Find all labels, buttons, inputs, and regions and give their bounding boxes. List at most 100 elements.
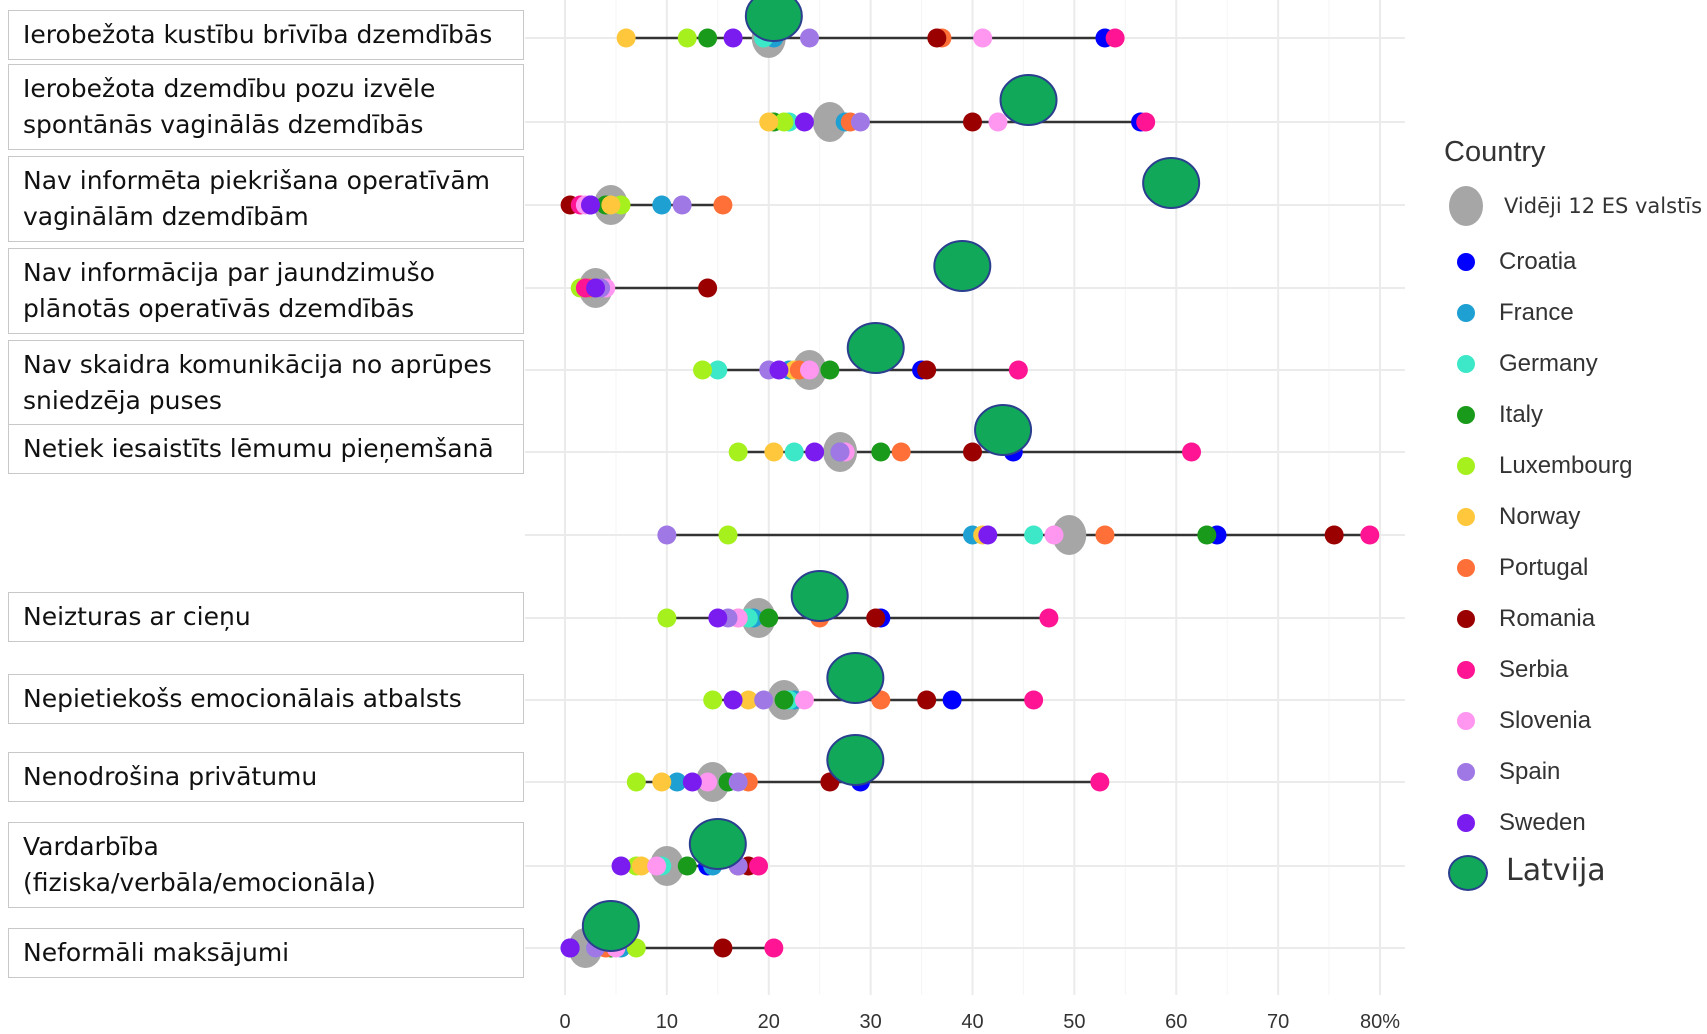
point-latvija [744,0,803,42]
point-romania [963,112,982,132]
point-luxembourg [703,690,723,710]
point-luxembourg [728,442,748,462]
point-latvija [826,652,885,704]
legend-label: Vidēji 12 ES valstīs [1504,194,1703,218]
point-slovenia [794,690,814,710]
point-sweden [769,360,789,380]
point-portugal [713,195,733,215]
point-spain [800,28,819,48]
point-italy [1197,525,1217,545]
legend-swatch [1457,253,1475,271]
legend-swatch [1448,855,1488,891]
point-slovenia [973,28,993,48]
row-label-insufficient-support: Nepietiekošs emocionālais atbalsts [8,674,524,724]
row-label-no-newborn-info: Nav informācija par jaundzimušo plānotās… [8,248,524,334]
legend-label: Portugal [1499,554,1589,581]
point-sweden [805,442,825,462]
point-latvija [1142,157,1201,209]
point-italy [820,360,840,380]
point-serbia [1090,772,1110,792]
point-slovenia [988,112,1008,132]
point-romania [963,442,982,462]
legend-item-serbia: Serbia [1444,650,1707,690]
point-sweden [978,525,998,545]
x-tick-label: 20 [758,1011,780,1033]
point-spain [728,772,748,792]
point-latvija [790,570,849,622]
x-tick-label: 80% [1360,1011,1400,1033]
point-latvija [846,322,905,374]
row-label-disrespect: Neizturas ar cieņu [8,592,524,642]
x-tick-label: 50 [1063,1011,1085,1033]
point-spain [672,195,692,215]
point-romania [917,360,937,380]
legend-label: Germany [1499,350,1598,377]
point-romania [1324,525,1344,545]
point-serbia [749,856,769,876]
point-norway [601,195,621,215]
point-romania [866,608,886,628]
point-norway [764,442,784,462]
legend-title: Country [1444,136,1546,168]
legend-item-germany: Germany [1444,344,1707,384]
legend-swatch [1457,559,1475,577]
point-spain [657,525,677,545]
point-sweden [560,938,580,958]
row-label-no-privacy: Nenodrošina privātumu [8,752,524,802]
legend-item-norway: Norway [1444,497,1707,537]
legend-swatch [1457,814,1475,832]
point-serbia [1105,28,1125,48]
legend-swatch [1449,186,1483,226]
x-tick-label: 40 [961,1011,983,1033]
legend-label: Sweden [1499,809,1586,836]
point-norway [631,856,651,876]
legend-swatch [1457,712,1475,730]
point-romania [698,278,718,298]
x-tick-label: 60 [1165,1011,1187,1033]
x-tick-label: 0 [559,1011,570,1033]
point-luxembourg [774,112,794,132]
row-label-unclear-communication: Nav skaidra komunikācija no aprūpes snie… [8,340,524,426]
row-label-informal-payments: Neformāli maksājumi [8,928,524,978]
legend-item-luxembourg: Luxembourg [1444,446,1707,486]
legend-swatch [1457,661,1475,679]
point-serbia [1182,442,1202,462]
point-germany [784,442,804,462]
legend-item-latvija: Latvija [1444,851,1707,891]
x-tick-label: 30 [860,1011,882,1033]
legend-item-sweden: Sweden [1444,803,1707,843]
point-luxembourg [626,772,646,792]
point-romania [917,690,937,710]
legend-item-france: France [1444,293,1707,333]
point-germany [708,360,728,380]
point-france [667,772,687,792]
legend-label: Romania [1499,605,1596,632]
x-tick-label: 70 [1267,1011,1289,1033]
point-sweden [580,195,600,215]
point-slovenia [800,360,819,380]
point-luxembourg [657,608,677,628]
legend-label: France [1499,299,1574,326]
point-sweden [723,28,743,48]
point-luxembourg [718,525,738,545]
row-label-restricted-position: Ierobežota dzemdību pozu izvēle spontānā… [8,64,524,150]
legend-item-slovenia: Slovenia [1444,701,1707,741]
point-slovenia [647,856,667,876]
point-serbia [764,938,784,958]
point-latvija [688,818,747,870]
row-label-restricted-movement: Ierobežota kustību brīvība dzemdībās [8,10,524,60]
point-serbia [1136,112,1156,132]
point-latvija [974,404,1033,456]
point-luxembourg [693,360,713,380]
point-norway [738,690,758,710]
point-serbia [1360,525,1380,545]
average-point [1052,515,1087,555]
point-serbia [1024,690,1044,710]
legend-item-croatia: Croatia [1444,242,1707,282]
point-latvija [581,900,640,952]
point-luxembourg [677,28,697,48]
legend-item-italy: Italy [1444,395,1707,435]
point-croatia [942,690,962,710]
point-romania [927,28,947,48]
